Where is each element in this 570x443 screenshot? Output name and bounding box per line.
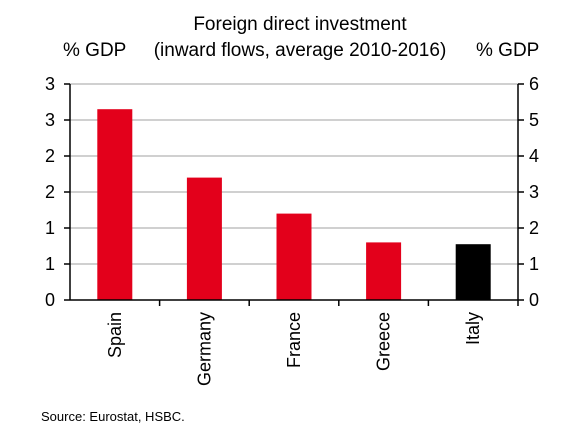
bar-spain <box>97 109 133 300</box>
left-tick-label: 3 <box>45 74 55 94</box>
bar-france <box>276 213 312 300</box>
left-tick-label: 1 <box>45 254 55 274</box>
bar-germany <box>186 177 222 300</box>
right-axis-label: % GDP <box>476 40 540 61</box>
right-tick-label: 4 <box>529 146 539 166</box>
chart-title-line-2: (inward flows, average 2010-2016) <box>153 40 447 61</box>
left-tick-label: 2 <box>45 146 55 166</box>
left-tick-label: 2 <box>45 182 55 202</box>
category-label: Italy <box>463 312 483 345</box>
left-tick-label: 1 <box>45 218 55 238</box>
category-label: Greece <box>374 312 394 371</box>
category-label: Spain <box>105 312 125 358</box>
right-tick-label: 3 <box>529 182 539 202</box>
source-note: Source: Eurostat, HSBC. <box>41 409 185 424</box>
category-label: Germany <box>194 312 214 386</box>
right-tick-label: 2 <box>529 218 539 238</box>
right-tick-label: 5 <box>529 110 539 130</box>
left-tick-label: 0 <box>45 290 55 310</box>
bar-greece <box>366 242 402 300</box>
left-axis-label: % GDP <box>63 40 127 61</box>
category-label: France <box>284 312 304 368</box>
bar-italy <box>455 244 491 300</box>
left-tick-label: 3 <box>45 110 55 130</box>
right-tick-label: 1 <box>529 254 539 274</box>
right-tick-label: 0 <box>529 290 539 310</box>
chart-title-line-1: Foreign direct investment <box>193 14 407 35</box>
right-tick-label: 6 <box>529 74 539 94</box>
